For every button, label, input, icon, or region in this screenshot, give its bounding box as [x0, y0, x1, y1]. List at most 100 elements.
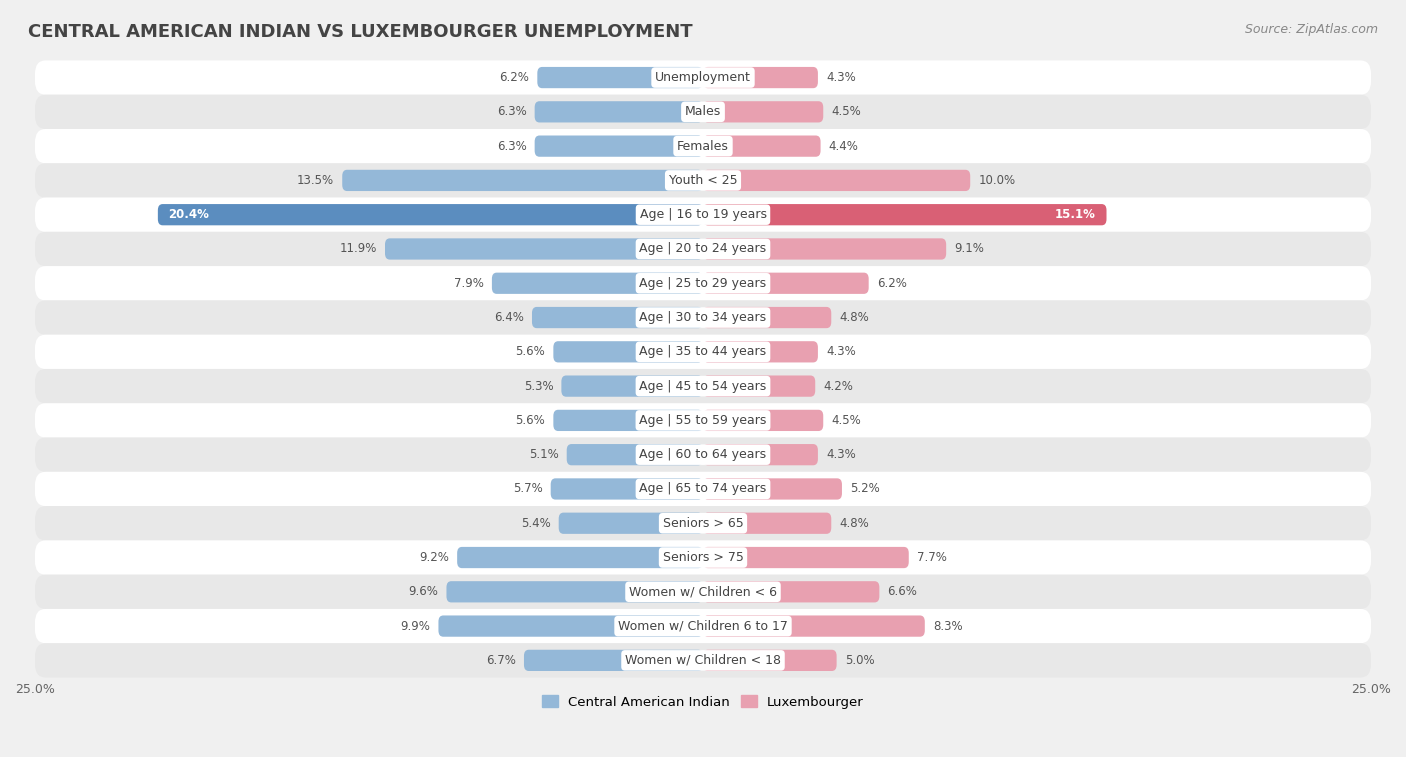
FancyBboxPatch shape — [157, 204, 703, 226]
Text: Age | 25 to 29 years: Age | 25 to 29 years — [640, 277, 766, 290]
Text: 7.9%: 7.9% — [454, 277, 484, 290]
Text: Unemployment: Unemployment — [655, 71, 751, 84]
Text: Women w/ Children < 6: Women w/ Children < 6 — [628, 585, 778, 598]
Text: 6.4%: 6.4% — [494, 311, 524, 324]
Text: Age | 30 to 34 years: Age | 30 to 34 years — [640, 311, 766, 324]
FancyBboxPatch shape — [703, 650, 837, 671]
Text: 4.5%: 4.5% — [831, 414, 860, 427]
Text: 4.3%: 4.3% — [825, 71, 856, 84]
FancyBboxPatch shape — [703, 512, 831, 534]
FancyBboxPatch shape — [703, 238, 946, 260]
FancyBboxPatch shape — [567, 444, 703, 466]
FancyBboxPatch shape — [35, 198, 1371, 232]
Text: 9.6%: 9.6% — [409, 585, 439, 598]
FancyBboxPatch shape — [703, 444, 818, 466]
Text: 4.2%: 4.2% — [824, 379, 853, 393]
Text: 5.4%: 5.4% — [522, 517, 551, 530]
Text: 5.1%: 5.1% — [529, 448, 558, 461]
Text: Age | 45 to 54 years: Age | 45 to 54 years — [640, 379, 766, 393]
FancyBboxPatch shape — [447, 581, 703, 603]
FancyBboxPatch shape — [703, 136, 821, 157]
FancyBboxPatch shape — [534, 101, 703, 123]
FancyBboxPatch shape — [703, 101, 824, 123]
FancyBboxPatch shape — [35, 575, 1371, 609]
FancyBboxPatch shape — [703, 615, 925, 637]
Text: 6.3%: 6.3% — [496, 105, 527, 118]
Text: 5.7%: 5.7% — [513, 482, 543, 496]
Text: 5.6%: 5.6% — [516, 414, 546, 427]
Text: Seniors > 75: Seniors > 75 — [662, 551, 744, 564]
FancyBboxPatch shape — [457, 547, 703, 569]
FancyBboxPatch shape — [703, 273, 869, 294]
Text: 5.3%: 5.3% — [523, 379, 554, 393]
FancyBboxPatch shape — [524, 650, 703, 671]
Text: 20.4%: 20.4% — [169, 208, 209, 221]
Text: 13.5%: 13.5% — [297, 174, 335, 187]
Text: 6.3%: 6.3% — [496, 139, 527, 153]
FancyBboxPatch shape — [703, 307, 831, 329]
FancyBboxPatch shape — [558, 512, 703, 534]
Text: Youth < 25: Youth < 25 — [669, 174, 737, 187]
FancyBboxPatch shape — [35, 506, 1371, 540]
Text: 5.2%: 5.2% — [851, 482, 880, 496]
Text: 8.3%: 8.3% — [932, 619, 963, 633]
FancyBboxPatch shape — [492, 273, 703, 294]
FancyBboxPatch shape — [35, 61, 1371, 95]
FancyBboxPatch shape — [703, 581, 879, 603]
FancyBboxPatch shape — [35, 369, 1371, 403]
Text: 5.0%: 5.0% — [845, 654, 875, 667]
FancyBboxPatch shape — [35, 164, 1371, 198]
FancyBboxPatch shape — [703, 67, 818, 88]
FancyBboxPatch shape — [35, 438, 1371, 472]
FancyBboxPatch shape — [35, 232, 1371, 266]
Text: Women w/ Children < 18: Women w/ Children < 18 — [626, 654, 780, 667]
Text: CENTRAL AMERICAN INDIAN VS LUXEMBOURGER UNEMPLOYMENT: CENTRAL AMERICAN INDIAN VS LUXEMBOURGER … — [28, 23, 693, 41]
FancyBboxPatch shape — [554, 410, 703, 431]
FancyBboxPatch shape — [534, 136, 703, 157]
Text: 11.9%: 11.9% — [340, 242, 377, 255]
FancyBboxPatch shape — [35, 609, 1371, 643]
Text: Age | 65 to 74 years: Age | 65 to 74 years — [640, 482, 766, 496]
FancyBboxPatch shape — [703, 547, 908, 569]
FancyBboxPatch shape — [439, 615, 703, 637]
Text: Age | 16 to 19 years: Age | 16 to 19 years — [640, 208, 766, 221]
Text: Females: Females — [678, 139, 728, 153]
Text: 4.5%: 4.5% — [831, 105, 860, 118]
Text: 15.1%: 15.1% — [1054, 208, 1095, 221]
Text: Seniors > 65: Seniors > 65 — [662, 517, 744, 530]
Text: Males: Males — [685, 105, 721, 118]
FancyBboxPatch shape — [703, 204, 1107, 226]
Text: 5.6%: 5.6% — [516, 345, 546, 358]
FancyBboxPatch shape — [342, 170, 703, 191]
FancyBboxPatch shape — [554, 341, 703, 363]
Text: 4.4%: 4.4% — [828, 139, 859, 153]
FancyBboxPatch shape — [35, 301, 1371, 335]
FancyBboxPatch shape — [531, 307, 703, 329]
FancyBboxPatch shape — [35, 643, 1371, 678]
FancyBboxPatch shape — [35, 335, 1371, 369]
Text: 6.7%: 6.7% — [486, 654, 516, 667]
FancyBboxPatch shape — [35, 95, 1371, 129]
Text: Age | 20 to 24 years: Age | 20 to 24 years — [640, 242, 766, 255]
FancyBboxPatch shape — [561, 375, 703, 397]
FancyBboxPatch shape — [35, 129, 1371, 164]
Text: 4.8%: 4.8% — [839, 517, 869, 530]
FancyBboxPatch shape — [537, 67, 703, 88]
FancyBboxPatch shape — [703, 375, 815, 397]
FancyBboxPatch shape — [35, 403, 1371, 438]
Text: 7.7%: 7.7% — [917, 551, 946, 564]
FancyBboxPatch shape — [703, 341, 818, 363]
FancyBboxPatch shape — [35, 266, 1371, 301]
Text: 9.1%: 9.1% — [955, 242, 984, 255]
Text: Age | 55 to 59 years: Age | 55 to 59 years — [640, 414, 766, 427]
FancyBboxPatch shape — [35, 472, 1371, 506]
FancyBboxPatch shape — [385, 238, 703, 260]
FancyBboxPatch shape — [703, 410, 824, 431]
Text: 10.0%: 10.0% — [979, 174, 1015, 187]
FancyBboxPatch shape — [703, 170, 970, 191]
Text: 4.3%: 4.3% — [825, 448, 856, 461]
Text: Age | 35 to 44 years: Age | 35 to 44 years — [640, 345, 766, 358]
Text: 9.9%: 9.9% — [401, 619, 430, 633]
Text: 6.6%: 6.6% — [887, 585, 917, 598]
Text: 6.2%: 6.2% — [877, 277, 907, 290]
